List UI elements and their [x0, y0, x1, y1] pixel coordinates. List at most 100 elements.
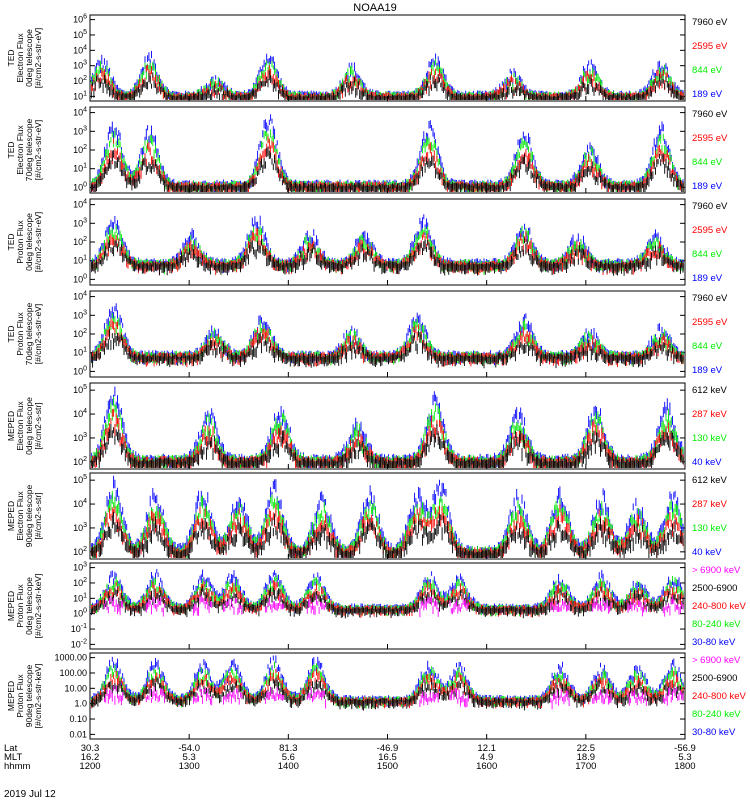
legend-entry: 189 eV [692, 181, 723, 192]
y-axis-label: MEPED [6, 591, 16, 621]
y-axis-label: Proton Flux [15, 220, 25, 264]
panel-ted_p_90: 100 101 102 103 104 TED Proton Flux 70deg teles… [6, 290, 728, 378]
y-axis-label: [#/cm2-s-str-eV] [33, 212, 43, 272]
panel-ted_e_90: 100 101 102 103 104 TED Electron Flux 70deg tel… [6, 106, 728, 194]
x-tick-time: 1200 [79, 761, 100, 772]
x-row-label: hhmm [4, 761, 30, 772]
x-tick-mlt: 5.6 [282, 752, 295, 763]
y-tick-label: 105 [73, 384, 87, 395]
x-tick-time: 1800 [674, 761, 695, 772]
legend-entry: 7960 eV [692, 293, 728, 304]
y-tick-label: 104 [73, 107, 87, 118]
y-tick-label: 102 [73, 75, 87, 86]
y-tick-label: 101 [73, 90, 87, 101]
legend-entry: > 6900 keV [692, 565, 741, 576]
legend-entry: 30-80 keV [692, 637, 736, 648]
x-tick-lat: -54.0 [178, 743, 200, 754]
x-tick-time: 1500 [377, 761, 398, 772]
legend-entry: 287 keV [692, 499, 728, 510]
x-tick-mlt: 4.9 [480, 752, 493, 763]
y-tick-label: 101 [73, 255, 87, 266]
legend-entry: 844 eV [692, 249, 723, 260]
x-tick-time: 1300 [179, 761, 200, 772]
x-tick-time: 1400 [278, 761, 299, 772]
legend-entry: 7960 eV [692, 109, 728, 120]
x-tick-mlt: 18.9 [577, 752, 596, 763]
legend-entry: 130 keV [692, 523, 728, 534]
y-tick-label: 103 [73, 217, 87, 228]
panel-frame [89, 290, 686, 378]
legend-entry: 612 keV [692, 475, 728, 486]
legend-entry: 130 keV [692, 433, 728, 444]
panel-meped_e_0: 102 103 104 105 MEPED Electron Flux 0deg teles… [6, 382, 728, 470]
x-tick-mlt: 5.3 [183, 752, 196, 763]
legend-entry: 240-800 keV [692, 601, 747, 612]
y-tick-label: 103 [73, 562, 87, 573]
y-tick-label: 104 [73, 199, 87, 210]
y-axis-label: [#/cm2-s-str-eV] [33, 28, 43, 88]
y-axis-label: TED [6, 50, 16, 67]
series--6900-kev [103, 595, 684, 618]
series-7960-ev [91, 238, 684, 276]
y-tick-label: 100.00 [59, 668, 87, 678]
y-axis-label: MEPED [6, 501, 16, 531]
legend-entry: 2500-6900 [692, 583, 737, 594]
panel-meped_p_0: 10-2 10-1 100 101 102 103 MEPED Proton Flux 0deg… [6, 562, 747, 650]
y-axis-label: 0deg telescope [24, 577, 34, 635]
y-tick-label: 100 [73, 273, 87, 284]
panel-data [91, 303, 684, 369]
y-axis-label: 0deg telescope [24, 213, 34, 271]
y-tick-label: 100 [73, 181, 87, 192]
y-tick-label: 104 [73, 291, 87, 302]
panel-meped_p_90: 0.01 0.10 1.0 10.00 100.00 1000.00 MEPED Proton… [6, 652, 747, 740]
legend-entry: 189 eV [692, 365, 723, 376]
y-axis-label: MEPED [6, 411, 16, 441]
legend-entry: 80-240 keV [692, 619, 741, 630]
y-axis-label: Electron Flux [15, 400, 25, 450]
series-2500-6900 [91, 677, 684, 711]
legend-entry: 189 eV [692, 89, 723, 100]
y-tick-label: 105 [73, 474, 87, 485]
legend-entry: 844 eV [692, 65, 723, 76]
date-label: 2019 Jul 12 [4, 789, 56, 800]
legend-entry: 844 eV [692, 157, 723, 168]
legend-entry: > 6900 keV [692, 655, 741, 666]
panel-data [91, 50, 684, 100]
y-tick-label: 104 [73, 498, 87, 509]
legend-entry: 2500-6900 [692, 673, 737, 684]
y-axis-label: 0deg telescope [24, 29, 34, 87]
y-tick-label: 103 [73, 60, 87, 71]
x-tick-time: 1700 [575, 761, 596, 772]
y-axis-label: 90deg telescope [24, 485, 34, 548]
y-axis-label: Proton Flux [15, 674, 25, 718]
y-tick-label: 101 [73, 347, 87, 358]
y-tick-label: 104 [73, 408, 87, 419]
y-axis-label: [#/cm2-s-str-eV] [33, 304, 43, 364]
y-tick-label: 1.0 [74, 699, 87, 709]
x-axis: LatMLThhmm30.316.21200-54.05.3130081.35.… [4, 96, 696, 772]
y-tick-label: 106 [73, 14, 87, 25]
x-tick-lat: -56.9 [674, 743, 696, 754]
legend-entry: 2595 eV [692, 317, 728, 328]
x-tick-time: 1600 [476, 761, 497, 772]
y-tick-label: 102 [73, 236, 87, 247]
y-axis-label: 70deg telescope [24, 119, 34, 182]
legend-entry: 287 keV [692, 409, 728, 420]
legend-entry: 7960 eV [692, 201, 728, 212]
panel-data [91, 569, 684, 619]
y-axis-label: Electron Flux [15, 124, 25, 174]
y-tick-label: 10-1 [71, 623, 87, 634]
series-7960-ev [91, 329, 684, 369]
y-axis-label: Proton Flux [15, 584, 25, 628]
legend-entry: 189 eV [692, 273, 723, 284]
y-axis-label: TED [6, 326, 16, 343]
y-axis-label: [#/cm2-s-str] [33, 492, 43, 539]
x-tick-lat: 22.5 [577, 743, 596, 754]
y-tick-label: 100 [73, 608, 87, 619]
legend-entry: 80-240 keV [692, 709, 741, 720]
y-tick-label: 102 [73, 328, 87, 339]
y-axis-label: 90deg telescope [24, 665, 34, 728]
y-tick-label: 103 [73, 309, 87, 320]
y-tick-label: 103 [73, 522, 87, 533]
